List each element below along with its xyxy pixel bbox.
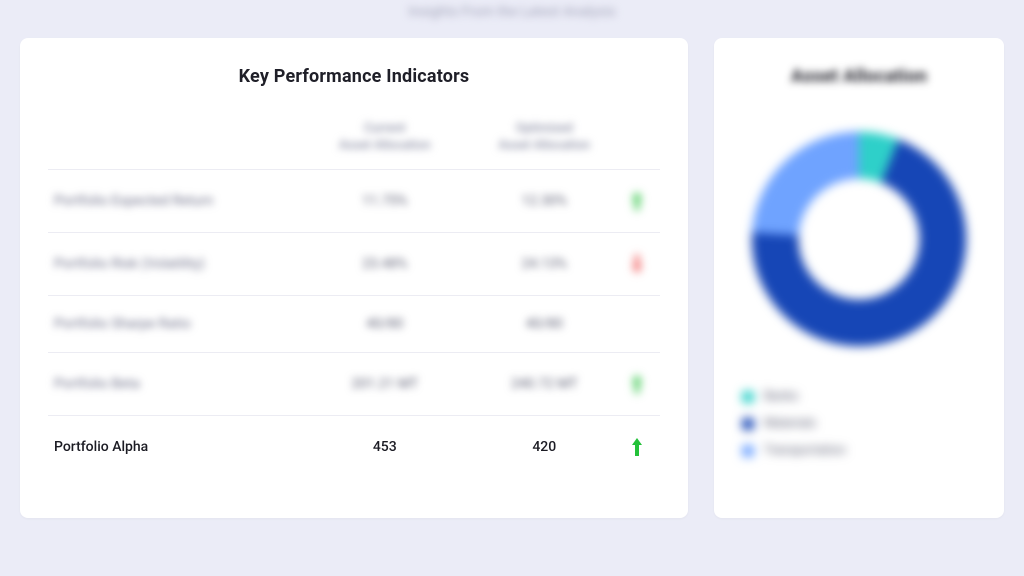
- legend-item: Materials: [742, 410, 976, 437]
- legend-swatch: [742, 418, 754, 430]
- arrow-up-icon: [630, 373, 644, 395]
- page-subtitle: Insights From the Latest Analysis: [0, 0, 1024, 38]
- kpi-optimized: 24.13%: [465, 232, 624, 295]
- kpi-metric: Portfolio Beta: [48, 352, 305, 415]
- kpi-current: 201.21 MT: [305, 352, 464, 415]
- kpi-card-title: Key Performance Indicators: [48, 66, 660, 87]
- kpi-current: 23.48%: [305, 232, 464, 295]
- kpi-optimized: 240.72 MT: [465, 352, 624, 415]
- table-row: Portfolio Risk (Volatility)23.48%24.13%: [48, 232, 660, 295]
- kpi-indicator: [624, 169, 660, 232]
- legend-item: Transportation: [742, 437, 976, 464]
- kpi-indicator: [624, 295, 660, 352]
- kpi-indicator: [624, 232, 660, 295]
- arrow-up-icon: [630, 190, 644, 212]
- kpi-optimized: 40/80: [465, 295, 624, 352]
- kpi-col-optimized: Optimized Asset Allocation: [465, 113, 624, 169]
- dashboard-panels: Key Performance Indicators Current Asset…: [0, 38, 1024, 518]
- kpi-table: Current Asset Allocation Optimized Asset…: [48, 113, 660, 478]
- kpi-table-header: Current Asset Allocation Optimized Asset…: [48, 113, 660, 169]
- kpi-indicator: [624, 352, 660, 415]
- arrow-down-icon: [630, 253, 644, 275]
- legend-label: Banks: [764, 389, 798, 404]
- legend-label: Transportation: [764, 443, 846, 458]
- kpi-metric: Portfolio Risk (Volatility): [48, 232, 305, 295]
- arrow-up-icon: [630, 436, 644, 458]
- table-row: Portfolio Alpha453420: [48, 415, 660, 478]
- kpi-col-indicator: [624, 113, 660, 169]
- legend-swatch: [742, 445, 754, 457]
- legend-item: Banks: [742, 383, 976, 410]
- kpi-metric: Portfolio Expected Return: [48, 169, 305, 232]
- kpi-indicator: [624, 415, 660, 478]
- allocation-donut: [742, 113, 976, 383]
- donut-slice: [752, 132, 859, 235]
- table-row: Portfolio Sharpe Ratio40/8040/80: [48, 295, 660, 352]
- kpi-col-current: Current Asset Allocation: [305, 113, 464, 169]
- allocation-card: Asset Allocation Banks Materials Transport…: [714, 38, 1004, 518]
- kpi-current: 40/80: [305, 295, 464, 352]
- kpi-optimized: 12.30%: [465, 169, 624, 232]
- table-row: Portfolio Beta201.21 MT240.72 MT: [48, 352, 660, 415]
- allocation-card-title: Asset Allocation: [742, 66, 976, 87]
- kpi-col-metric: [48, 113, 305, 169]
- legend-swatch: [742, 391, 754, 403]
- kpi-current: 11.75%: [305, 169, 464, 232]
- kpi-current: 453: [305, 415, 464, 478]
- kpi-card: Key Performance Indicators Current Asset…: [20, 38, 688, 518]
- kpi-optimized: 420: [465, 415, 624, 478]
- kpi-metric: Portfolio Sharpe Ratio: [48, 295, 305, 352]
- legend-label: Materials: [764, 416, 816, 431]
- allocation-legend: Banks Materials Transportation: [742, 383, 976, 464]
- table-row: Portfolio Expected Return11.75%12.30%: [48, 169, 660, 232]
- kpi-metric: Portfolio Alpha: [48, 415, 305, 478]
